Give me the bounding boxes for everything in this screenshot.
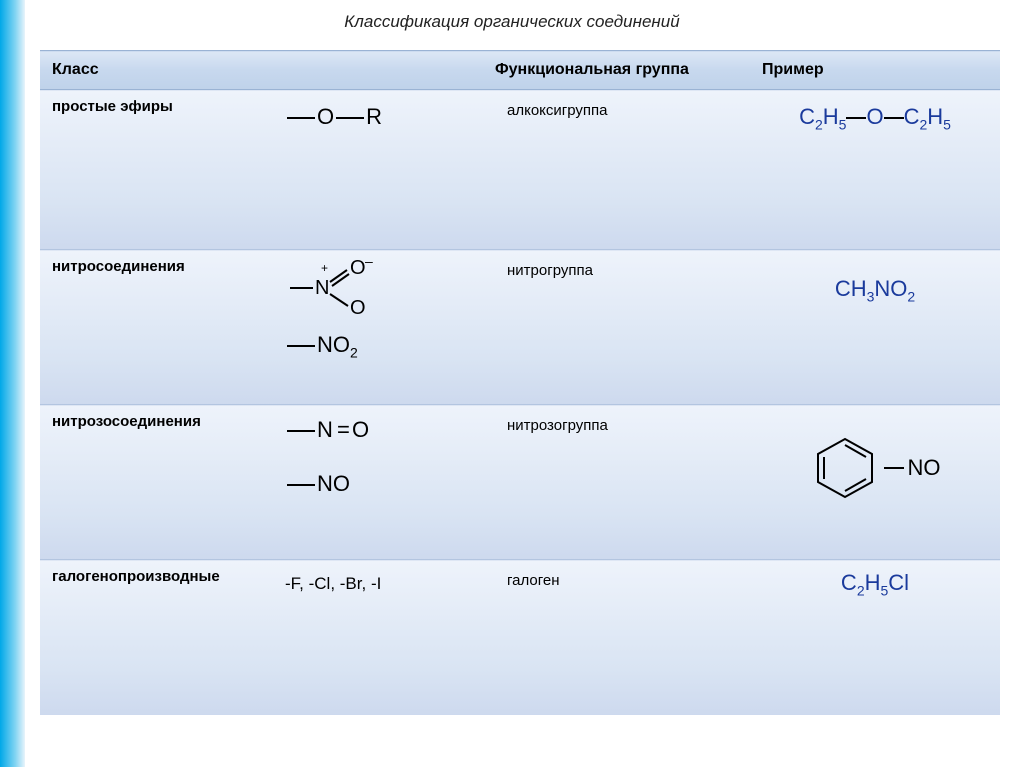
ether-structure: OR (285, 98, 483, 130)
group-label: алкоксигруппа (507, 98, 738, 119)
bond-icon (884, 117, 904, 119)
header-class: Класс (40, 51, 265, 90)
header-example: Пример (750, 51, 1000, 90)
nitro-structure-icon: N + O – O (285, 258, 375, 318)
nitroso-example-suffix: NO (908, 455, 941, 481)
page-title: Классификация органических соединений (0, 0, 1024, 50)
svg-text:+: + (321, 261, 328, 275)
example-cell: CH3NO2 (750, 250, 1000, 405)
svg-text:N: N (315, 277, 329, 299)
class-cell: галогенопроизводные (40, 560, 265, 715)
bond-icon (287, 117, 315, 119)
group-name-cell: галоген (495, 560, 750, 715)
table-row: простые эфиры OR алкоксигруппа C2H5OC2H5 (40, 90, 1000, 250)
halo-structure: -F, -Cl, -Br, -I (285, 568, 483, 594)
class-cell: нитросоединения (40, 250, 265, 405)
bond-icon (336, 117, 364, 119)
example-cell: C2H5Cl (750, 560, 1000, 715)
header-group-a (265, 51, 495, 90)
table-row: галогенопроизводные -F, -Cl, -Br, -I гал… (40, 560, 1000, 715)
struct-cell: OR (265, 90, 495, 250)
table-header-row: Класс Функциональная группа Пример (40, 51, 1000, 90)
sub2: 2 (350, 344, 358, 360)
example-cell: NO (750, 405, 1000, 560)
group-label: нитрогруппа (507, 258, 738, 279)
header-group: Функциональная группа (495, 51, 750, 90)
svg-text:O: O (350, 297, 366, 318)
group-label: галоген (507, 568, 738, 589)
table-row: нитросоединения N + O – O (40, 250, 1000, 405)
benzene-ring-icon (810, 433, 880, 503)
class-label: галогенопроизводные (52, 568, 220, 585)
table-row: нитрозосоединения N = O NO нитрозогруппа (40, 405, 1000, 560)
class-label: нитрозосоединения (52, 413, 201, 430)
halo-example: C2H5Cl (762, 568, 988, 598)
group-name-cell: нитрогруппа (495, 250, 750, 405)
group-name-cell: нитрозогруппа (495, 405, 750, 560)
struct-cell: N = O NO (265, 405, 495, 560)
slide-content: Классификация органических соединений Кл… (0, 0, 1024, 715)
group-label: нитрозогруппа (507, 413, 738, 434)
bond-icon (287, 345, 315, 347)
nitro-example: CH3NO2 (762, 258, 988, 304)
bond-icon (287, 484, 315, 486)
class-cell: нитрозосоединения (40, 405, 265, 560)
example-cell: C2H5OC2H5 (750, 90, 1000, 250)
classification-table: Класс Функциональная группа Пример прост… (40, 50, 1000, 715)
bond-icon (846, 117, 866, 119)
ether-example: C2H5OC2H5 (762, 98, 988, 132)
struct-cell: -F, -Cl, -Br, -I (265, 560, 495, 715)
class-cell: простые эфиры (40, 90, 265, 250)
class-label: нитросоединения (52, 258, 185, 275)
bond-icon (884, 467, 904, 469)
struct-cell: N + O – O —NONO2 (265, 250, 495, 405)
nitroso-struct-1: N = O (285, 413, 483, 443)
class-label: простые эфиры (52, 98, 173, 115)
svg-text:–: – (365, 258, 373, 269)
nitroso-struct-2: NO (285, 471, 483, 497)
bond-icon (287, 430, 315, 432)
nitro-struct-2: —NONO2 (285, 332, 483, 360)
svg-text:O: O (350, 258, 366, 279)
group-name-cell: алкоксигруппа (495, 90, 750, 250)
